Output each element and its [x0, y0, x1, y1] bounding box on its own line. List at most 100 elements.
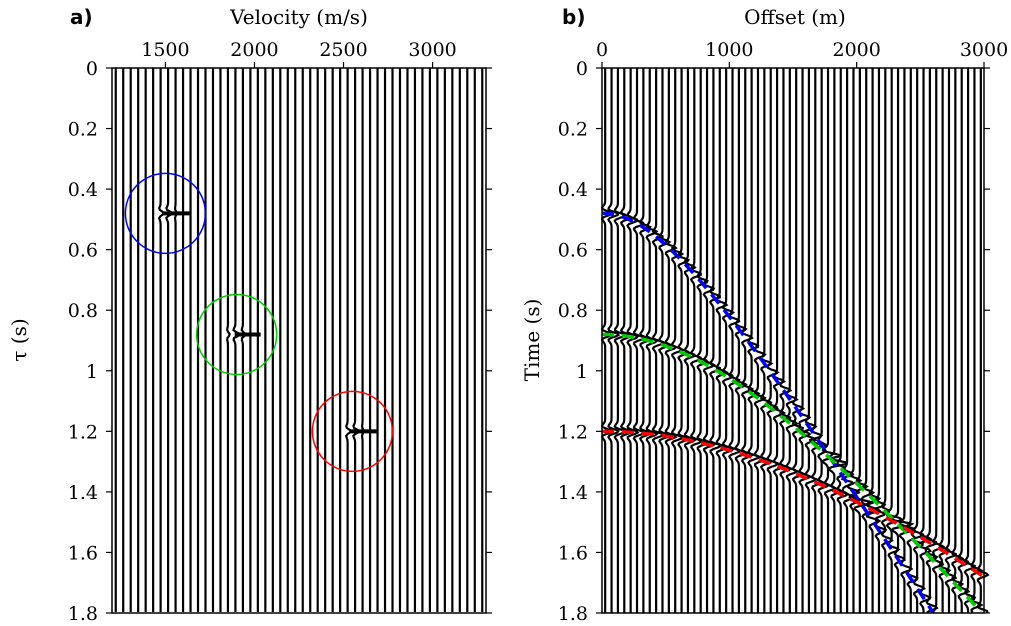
- panel-b-trace: [791, 68, 806, 613]
- panel-a-trace: [226, 68, 231, 612]
- panel-a-trace: [352, 68, 361, 612]
- panel-b-trace: [931, 68, 946, 613]
- panel-b-label: b): [562, 5, 585, 29]
- panel-a-y-tick-label: 0.8: [68, 300, 98, 322]
- panel-b-trace: [651, 68, 665, 613]
- panel-b-trace: [846, 68, 863, 613]
- panel-b-trace: [702, 68, 716, 613]
- panel-b-trace: [802, 68, 818, 613]
- panel-a-trace: [344, 68, 352, 612]
- panel-b-trace: [915, 68, 933, 613]
- panel-b-trace: [747, 68, 761, 613]
- panel-b-trace: [827, 68, 848, 613]
- panel-a-y-tick-label: 0.4: [68, 179, 98, 201]
- panel-b-moveout-curve: [601, 332, 983, 614]
- panel-b-trace: [817, 68, 831, 613]
- panel-b-y-tick-label: 0.8: [558, 300, 588, 322]
- panel-b-trace: [821, 68, 841, 613]
- panel-b-y-tick-label: 0: [576, 58, 588, 80]
- panel-a-y-tick-label: 1.4: [68, 482, 98, 504]
- panel-a-event-circle: [124, 172, 207, 255]
- panel-b-frame: [601, 67, 985, 614]
- panel-a-y-tick-label: 1.2: [68, 421, 98, 443]
- panel-b-traces: [600, 68, 990, 614]
- panel-a-y-tick-label: 0: [86, 58, 98, 80]
- panel-b-trace: [864, 68, 882, 613]
- panel-b-x-ticks: 0 1000 2000 3000: [596, 39, 1008, 68]
- panel-b-y-tick-label: 1.4: [558, 482, 588, 504]
- panel-b-trace: [963, 68, 977, 613]
- panel-b-trace: [976, 68, 990, 613]
- panel-b-y-tick-label: 1.2: [558, 421, 588, 443]
- panel-b-trace: [906, 68, 919, 613]
- panel-b-trace: [670, 68, 685, 613]
- panel-a-event-circles: [124, 172, 394, 473]
- panel-a-y-tick-label: 1.6: [68, 542, 98, 564]
- panel-b-moveout-curve: [601, 211, 935, 614]
- panel-b-trace: [658, 68, 672, 613]
- panel-b-trace: [708, 68, 723, 613]
- panel-b-trace: [759, 68, 774, 613]
- panel-a-x-title: Velocity (m/s): [229, 5, 368, 29]
- panel-b-y-ticks: 0 0.2 0.4 0.6 0.8 1 1.2 1.4 1.6 1.8: [558, 58, 990, 625]
- panel-b-trace: [938, 68, 952, 613]
- panel-b-y-tick-label: 1.8: [558, 603, 588, 625]
- panel-a-x-tick-label: 1500: [141, 39, 189, 61]
- panel-b-trace: [836, 68, 850, 613]
- panel-b-x-title: Offset (m): [744, 5, 846, 29]
- panel-b-trace: [951, 68, 965, 613]
- panel-b-moveout-curve: [601, 429, 985, 579]
- panel-b-trace: [944, 68, 958, 613]
- panel-a-trace: [173, 68, 178, 612]
- panel-a-x-ticks: 1500 2000 2500 3000: [141, 39, 457, 68]
- panel-b-trace: [689, 68, 704, 613]
- panel-b-y-title: Time (s): [520, 299, 544, 382]
- panel-b-trace: [840, 68, 856, 613]
- panel-b-trace: [779, 68, 793, 613]
- panel-b-trace: [721, 68, 736, 613]
- panel-b-trace: [626, 68, 640, 613]
- panel-a-y-title: τ (s): [7, 318, 31, 361]
- panel-b-trace: [880, 68, 894, 613]
- panel-b-trace: [683, 68, 697, 613]
- panel-a-x-tick-label: 2000: [230, 39, 278, 61]
- panel-b-y-tick-label: 1.6: [558, 542, 588, 564]
- panel-b-trace: [607, 68, 621, 613]
- panel-b-x-tick-label: 2000: [832, 39, 880, 61]
- panel-a-x-tick-label: 2500: [319, 39, 367, 61]
- panel-b-y-tick-label: 0.2: [558, 119, 588, 141]
- panel-b-trace: [798, 68, 812, 613]
- panel-a-event-circle: [311, 390, 394, 473]
- panel-a-event-circle: [195, 293, 278, 376]
- panel-a: 1500 2000 2500 3000 0 0.2 0.4 0.6 0.8 1 1.2 1.4 1.6…: [7, 5, 492, 625]
- panel-a-label: a): [70, 5, 93, 29]
- panel-a-trace: [157, 68, 165, 612]
- panel-b-y-tick-label: 1: [576, 361, 588, 383]
- panel-b-trace: [970, 68, 984, 614]
- panel-a-y-tick-label: 1: [86, 361, 98, 383]
- panel-a-frame: [111, 67, 487, 614]
- panel-b-trace: [613, 68, 627, 613]
- panel-b-trace: [740, 68, 755, 613]
- panel-b-x-tick-label: 1000: [705, 39, 753, 61]
- panel-b-trace: [753, 68, 767, 613]
- panel-b-trace: [766, 68, 780, 613]
- panel-b-trace: [632, 68, 646, 613]
- panel-b-trace: [772, 68, 787, 613]
- panel-b-y-tick-label: 0.6: [558, 240, 588, 262]
- panel-b-trace: [619, 68, 633, 613]
- panel-b-trace: [677, 68, 691, 613]
- panel-b-x-tick-label: 0: [596, 39, 608, 61]
- panel-b-x-tick-label: 3000: [960, 39, 1008, 61]
- panel-a-y-ticks: 0 0.2 0.4 0.6 0.8 1 1.2 1.4 1.6 1.8: [68, 58, 492, 625]
- panel-a-x-tick-label: 3000: [408, 39, 456, 61]
- panel-b-trace: [785, 68, 799, 613]
- panel-a-trace: [165, 68, 174, 612]
- panel-b-trace: [734, 68, 748, 613]
- panel-b-trace: [664, 68, 678, 613]
- panel-b-trace: [852, 68, 875, 613]
- panel-b-trace: [728, 68, 741, 613]
- panel-b-trace: [860, 68, 876, 613]
- panel-b-trace: [898, 68, 916, 613]
